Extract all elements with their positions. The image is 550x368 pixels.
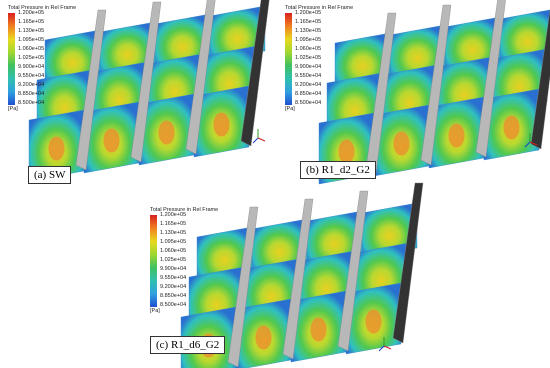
legend-label: 1.025e+05 xyxy=(295,55,322,61)
blade xyxy=(392,182,424,344)
color-legend: Total Pressure in Rel Frame 1.200e+05 1.16… xyxy=(285,5,355,113)
axis-icon xyxy=(378,345,385,352)
legend-label: 1.060e+05 xyxy=(18,46,45,52)
panel-caption: (b) R1_d2_G2 xyxy=(300,161,376,179)
pressure-spot xyxy=(310,317,327,342)
pressure-spot xyxy=(48,136,65,161)
pressure-spot xyxy=(365,309,382,334)
legend-label: 9.200e+04 xyxy=(18,82,45,88)
legend-label: 9.900e+04 xyxy=(160,266,187,272)
legend-label: 1.060e+05 xyxy=(295,46,322,52)
color-legend: Total Pressure in Rel Frame 1.200e+05 1.16… xyxy=(150,207,220,315)
legend-label: 8.850e+04 xyxy=(160,293,187,299)
pressure-spot xyxy=(503,115,520,140)
blade xyxy=(185,0,216,155)
blade xyxy=(530,8,550,150)
pressure-spot xyxy=(213,112,230,137)
color-bar xyxy=(285,13,292,105)
color-bar xyxy=(150,215,157,307)
legend-label: 1.165e+05 xyxy=(160,221,187,227)
legend-label: 8.850e+04 xyxy=(295,91,322,97)
blade xyxy=(337,190,369,352)
blade xyxy=(420,4,452,166)
color-bar xyxy=(8,13,15,105)
legend-label: 8.850e+04 xyxy=(18,91,45,97)
legend-label: 8.500e+04 xyxy=(160,302,187,308)
contour-patch xyxy=(499,9,550,65)
blade xyxy=(227,206,259,368)
legend-label: 1.200e+05 xyxy=(295,10,322,16)
legend-label: 1.095e+05 xyxy=(295,37,322,43)
legend-label: 9.200e+04 xyxy=(160,284,187,290)
legend-label: 1.095e+05 xyxy=(18,37,45,43)
panel-caption: (c) R1_d6_G2 xyxy=(150,336,226,354)
axis-icon xyxy=(257,137,266,142)
legend-label: 9.900e+04 xyxy=(295,64,322,70)
legend-unit: [Pa] xyxy=(150,308,160,314)
legend-title: Total Pressure in Rel Frame xyxy=(285,5,354,11)
axis-icon xyxy=(524,141,531,148)
legend-label: 8.500e+04 xyxy=(18,100,45,106)
axis-icon xyxy=(529,141,538,146)
blade xyxy=(365,12,397,174)
blade xyxy=(475,0,506,158)
legend-title: Total Pressure in Rel Frame xyxy=(150,207,219,213)
pressure-spot xyxy=(158,120,175,145)
legend-label: 1.025e+05 xyxy=(160,257,187,263)
legend-label: 9.550e+04 xyxy=(18,73,45,79)
legend-label: 1.025e+05 xyxy=(18,55,45,61)
pressure-spot xyxy=(393,131,410,156)
pressure-spot xyxy=(338,139,355,164)
legend-label: 9.200e+04 xyxy=(295,82,322,88)
legend-label: 9.900e+04 xyxy=(18,64,45,70)
legend-label: 1.200e+05 xyxy=(18,10,45,16)
legend-title: Total Pressure in Rel Frame xyxy=(8,5,77,11)
axis-icon xyxy=(383,345,392,350)
pressure-spot xyxy=(448,123,465,148)
legend-unit: [Pa] xyxy=(285,106,295,112)
blade xyxy=(75,9,107,171)
pressure-spot xyxy=(255,325,272,350)
color-legend: Total Pressure in Rel Frame 1.200e+05 1.16… xyxy=(8,5,78,113)
legend-label: 1.130e+05 xyxy=(295,28,322,34)
blade xyxy=(130,1,162,163)
legend-label: 1.095e+05 xyxy=(160,239,187,245)
blade xyxy=(282,198,314,360)
legend-unit: [Pa] xyxy=(8,106,18,112)
legend-label: 1.130e+05 xyxy=(18,28,45,34)
legend-label: 1.130e+05 xyxy=(160,230,187,236)
panel-caption: (a) SW xyxy=(28,166,72,184)
blade xyxy=(240,0,270,147)
axis-icon xyxy=(252,137,259,144)
pressure-spot xyxy=(103,128,120,153)
legend-label: 1.200e+05 xyxy=(160,212,187,218)
legend-label: 9.550e+04 xyxy=(295,73,322,79)
legend-label: 1.165e+05 xyxy=(18,19,45,25)
legend-label: 1.165e+05 xyxy=(295,19,322,25)
legend-label: 1.060e+05 xyxy=(160,248,187,254)
legend-label: 9.550e+04 xyxy=(160,275,187,281)
legend-label: 8.500e+04 xyxy=(295,100,322,106)
